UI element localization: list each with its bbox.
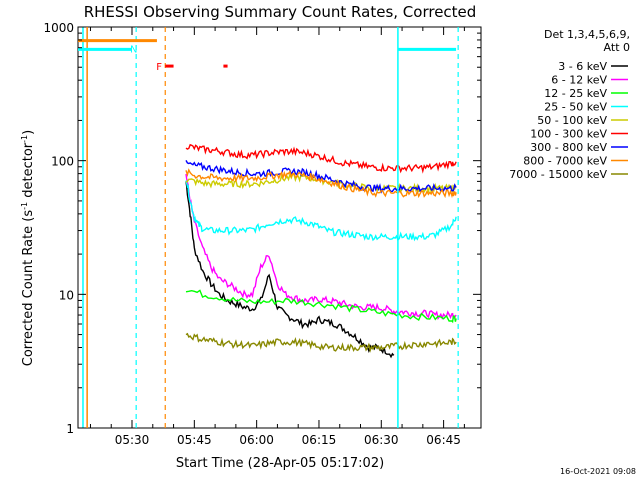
legend-label-2: 12 - 25 keV [544, 87, 607, 100]
y-axis-label-sup1: -1 [20, 202, 29, 210]
series-layer [185, 143, 457, 359]
legend-label-5: 100 - 300 keV [530, 128, 607, 141]
chart-title: RHESSI Observing Summary Count Rates, Co… [84, 3, 477, 21]
legend-label-6: 300 - 800 keV [530, 141, 607, 154]
x-tick-label-0: 05:30 [115, 433, 150, 447]
flag-layer: NF [78, 27, 459, 428]
x-axis-label: Start Time (28-Apr-05 05:17:02) [176, 456, 384, 471]
series-line-5 [185, 143, 457, 174]
legend-header-line2: Att 0 [604, 41, 630, 54]
plot-frame [77, 26, 482, 429]
y-tick-label-3: 1000 [43, 21, 74, 35]
legend-label-0: 3 - 6 keV [558, 60, 607, 73]
series-line-6 [185, 160, 457, 194]
legend-header-line1: Det 1,3,4,5,6,9, [544, 28, 630, 41]
flag-label-2: N [130, 45, 137, 56]
y-tick-label-1: 10 [59, 288, 74, 302]
x-tick-label-5: 06:45 [426, 433, 461, 447]
y-axis-label-end: ) [21, 130, 36, 135]
series-line-8 [185, 332, 457, 353]
legend-label-8: 7000 - 15000 keV [509, 168, 607, 181]
y-axis-label: Corrected Count Rate (s-1 detector-1) [20, 130, 36, 366]
timestamp: 16-Oct-2021 09:08 [560, 467, 636, 476]
axis-layer: 05:30 05:45 06:00 06:15 06:30 06:45 1 10 100 1000 [43, 21, 481, 447]
legend-label-1: 6 - 12 keV [551, 74, 607, 87]
legend-label-7: 800 - 7000 keV [523, 155, 607, 168]
y-axis-label-sup2: -1 [20, 135, 29, 143]
y-tick-label-2: 100 [51, 155, 74, 169]
x-tick-label-1: 05:45 [177, 433, 212, 447]
legend-label-3: 25 - 50 keV [544, 101, 607, 114]
series-line-7 [185, 168, 457, 199]
x-tick-label-2: 06:00 [239, 433, 274, 447]
flag-label-3: F [156, 62, 162, 73]
series-line-0 [185, 181, 395, 359]
series-line-2 [185, 289, 457, 324]
legend-label-4: 50 - 100 keV [537, 114, 607, 127]
y-tick-label-0: 1 [66, 422, 74, 436]
series-line-3 [185, 180, 457, 242]
x-tick-label-4: 06:30 [364, 433, 399, 447]
series-line-4 [185, 172, 457, 195]
y-axis-label-mid: detector [21, 142, 36, 202]
x-tick-label-3: 06:15 [302, 433, 337, 447]
y-axis-label-main: Corrected Count Rate (s [21, 210, 36, 367]
